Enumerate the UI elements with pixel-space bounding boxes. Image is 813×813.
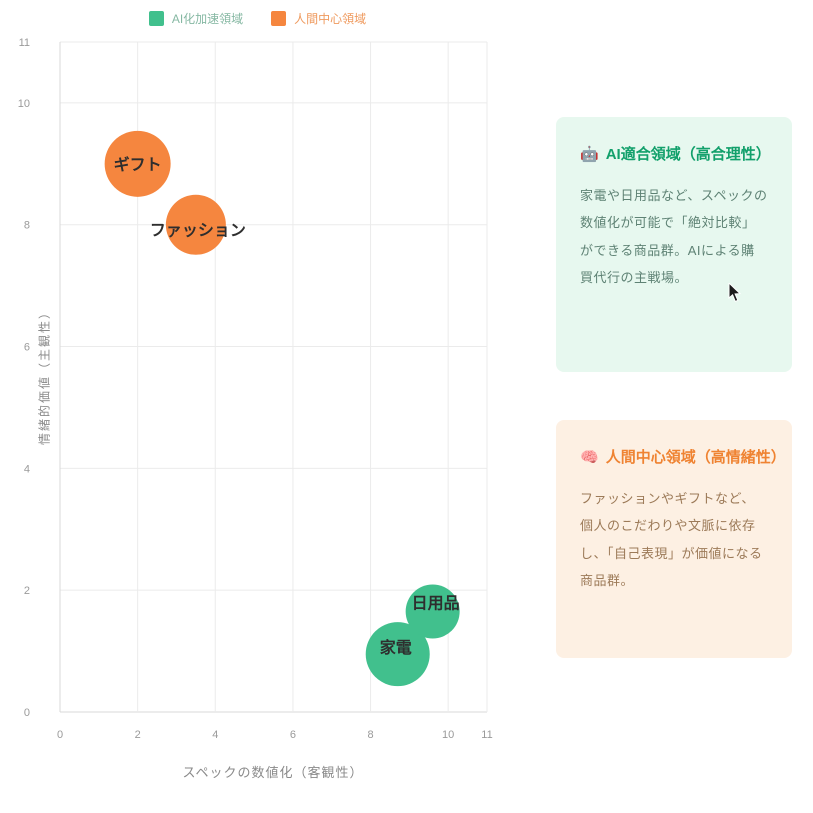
y-tick-label: 0 — [24, 707, 30, 719]
bubble-label-家電: 家電 — [380, 638, 412, 657]
panel-human-title: 🧠 人間中心領域（高情緒性） — [580, 446, 786, 467]
y-tick-label: 2 — [24, 585, 30, 597]
bubble-chart: AI化加速領域 人間中心領域 0 2 4 6 8 10 11 0 2 4 6 8 10 11 ギフトファッシ… — [0, 10, 515, 780]
legend-item-ai[interactable]: AI化加速領域 — [148, 10, 244, 27]
x-tick-label: 6 — [290, 729, 296, 741]
y-axis-title: 情緒的価値（主観性） — [37, 304, 52, 446]
panel-human-title-text: 人間中心領域（高情緒性） — [605, 449, 786, 466]
x-axis-title: スペックの数値化（客観性） — [182, 765, 364, 780]
panel-ai-body: 家電や日用品など、スペックの数値化が可能で「絶対比較」ができる商品群。AIによる… — [580, 188, 768, 285]
chart-legend: AI化加速領域 人間中心領域 — [0, 10, 515, 27]
panel-human-domain: 🧠 人間中心領域（高情緒性） ファッションやギフトなど、個人のこだわりや文脈に依… — [556, 420, 792, 658]
bubble-日用品[interactable] — [405, 584, 460, 639]
legend-swatch-green-icon — [148, 11, 164, 26]
y-tick-label: 10 — [18, 98, 30, 110]
x-tick-label: 11 — [481, 729, 492, 741]
bubble-label-日用品: 日用品 — [412, 595, 460, 613]
bubble-label-ファッション: ファッション — [150, 223, 246, 240]
y-tick-label: 4 — [24, 463, 30, 475]
panel-ai-title-text: AI適合領域（高合理性） — [605, 146, 771, 163]
bubble-ギフト[interactable] — [104, 130, 171, 197]
y-tick-label: 6 — [24, 342, 30, 354]
legend-item-human[interactable]: 人間中心領域 — [271, 10, 366, 27]
y-tick-label: 11 — [19, 37, 30, 49]
panel-human-body: ファッションやギフトなど、個人のこだわりや文脈に依存し、「自己表現」が価値になる… — [580, 491, 763, 588]
x-tick-label: 10 — [442, 729, 454, 741]
brain-icon: 🧠 — [580, 448, 599, 466]
bubble-家電[interactable] — [365, 622, 430, 687]
bubble-label-ギフト: ギフト — [114, 155, 162, 174]
panel-ai-domain: 🤖 AI適合領域（高合理性） 家電や日用品など、スペックの数値化が可能で「絶対比… — [556, 117, 792, 372]
x-tick-label: 8 — [367, 729, 373, 741]
x-tick-label: 4 — [212, 729, 218, 741]
legend-label-ai: AI化加速領域 — [171, 12, 244, 26]
y-tick-label: 8 — [24, 220, 30, 232]
legend-swatch-orange-icon — [271, 11, 287, 26]
panel-ai-title: 🤖 AI適合領域（高合理性） — [580, 143, 771, 164]
bubble-ファッション[interactable] — [165, 194, 226, 255]
legend-label-human: 人間中心領域 — [294, 12, 367, 26]
mouse-cursor-icon — [728, 283, 742, 303]
x-tick-label: 2 — [135, 729, 141, 741]
x-tick-label: 0 — [57, 729, 63, 741]
robot-icon: 🤖 — [580, 145, 599, 163]
